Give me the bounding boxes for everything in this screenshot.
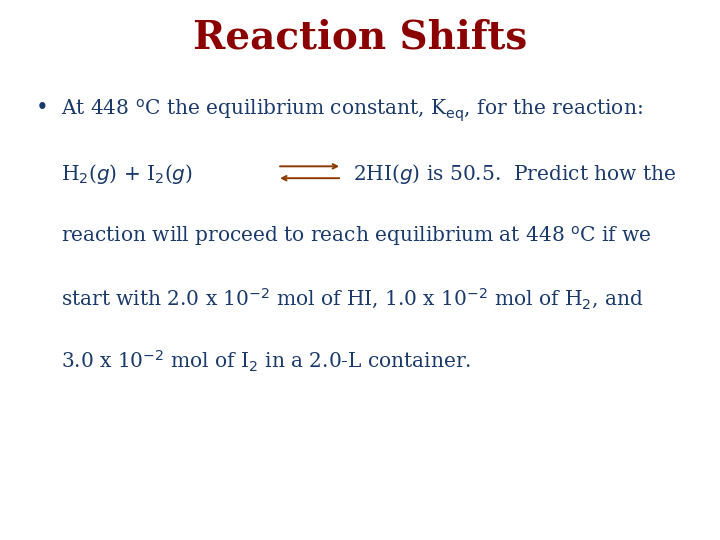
Text: •: • [36, 97, 49, 119]
Text: At 448 $^{\mathrm{o}}$C the equilibrium constant, K$_{\mathrm{eq}}$, for the rea: At 448 $^{\mathrm{o}}$C the equilibrium … [61, 97, 643, 124]
Text: Reaction Shifts: Reaction Shifts [193, 19, 527, 57]
Text: H$_2$($g$) + I$_2$($g$): H$_2$($g$) + I$_2$($g$) [61, 162, 193, 186]
Text: 2HI($g$) is 50.5.  Predict how the: 2HI($g$) is 50.5. Predict how the [353, 162, 676, 186]
Text: start with 2.0 x 10$^{-2}$ mol of HI, 1.0 x 10$^{-2}$ mol of H$_2$, and: start with 2.0 x 10$^{-2}$ mol of HI, 1.… [61, 286, 644, 310]
Text: 3.0 x 10$^{-2}$ mol of I$_2$ in a 2.0-L container.: 3.0 x 10$^{-2}$ mol of I$_2$ in a 2.0-L … [61, 348, 472, 374]
Text: reaction will proceed to reach equilibrium at 448 $^{\mathrm{o}}$C if we: reaction will proceed to reach equilibri… [61, 224, 652, 248]
